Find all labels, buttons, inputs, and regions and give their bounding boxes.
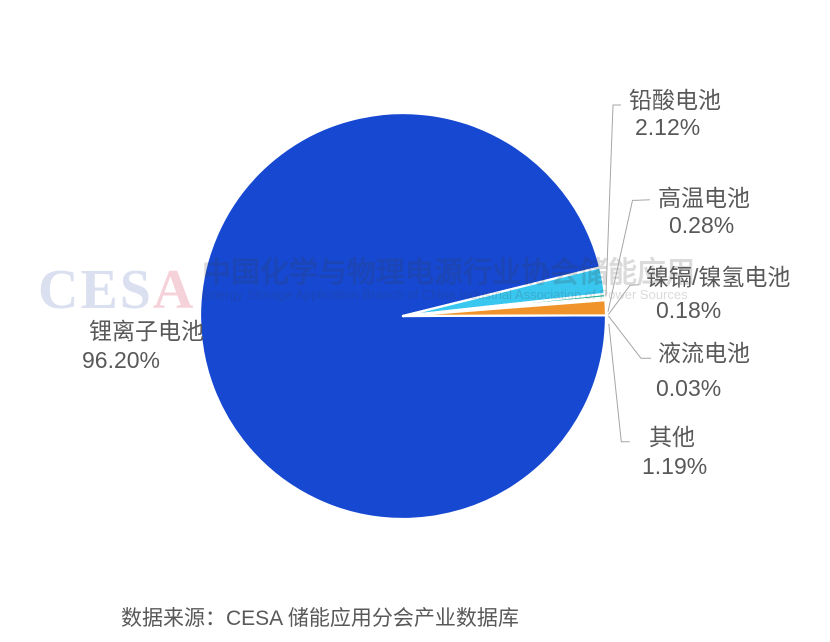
svg-text:中国化学与物理电源行业协会储能应用: 中国化学与物理电源行业协会储能应用 (202, 255, 695, 289)
svg-text:数据来源：CESA 储能应用分会产业数据库: 数据来源：CESA 储能应用分会产业数据库 (121, 607, 519, 630)
svg-text:96.20%: 96.20% (82, 347, 160, 373)
svg-text:0.03%: 0.03% (656, 375, 721, 401)
svg-text:其他: 其他 (649, 424, 695, 450)
svg-text:A: A (153, 259, 194, 321)
svg-text:2.12%: 2.12% (635, 114, 700, 140)
svg-text:铅酸电池: 铅酸电池 (629, 87, 721, 113)
svg-text:1.19%: 1.19% (642, 453, 707, 479)
svg-text:锂离子电池: 锂离子电池 (89, 318, 204, 344)
svg-text:0.18%: 0.18% (656, 297, 721, 323)
svg-text:CES: CES (38, 259, 153, 321)
svg-text:0.28%: 0.28% (669, 212, 734, 238)
svg-text:镍镉/镍氢电池: 镍镉/镍氢电池 (646, 264, 790, 290)
svg-text:高温电池: 高温电池 (658, 185, 750, 211)
svg-text:液流电池: 液流电池 (658, 340, 750, 366)
svg-text:Energy Storage Application Bra: Energy Storage Application Branch of Chi… (202, 287, 688, 302)
